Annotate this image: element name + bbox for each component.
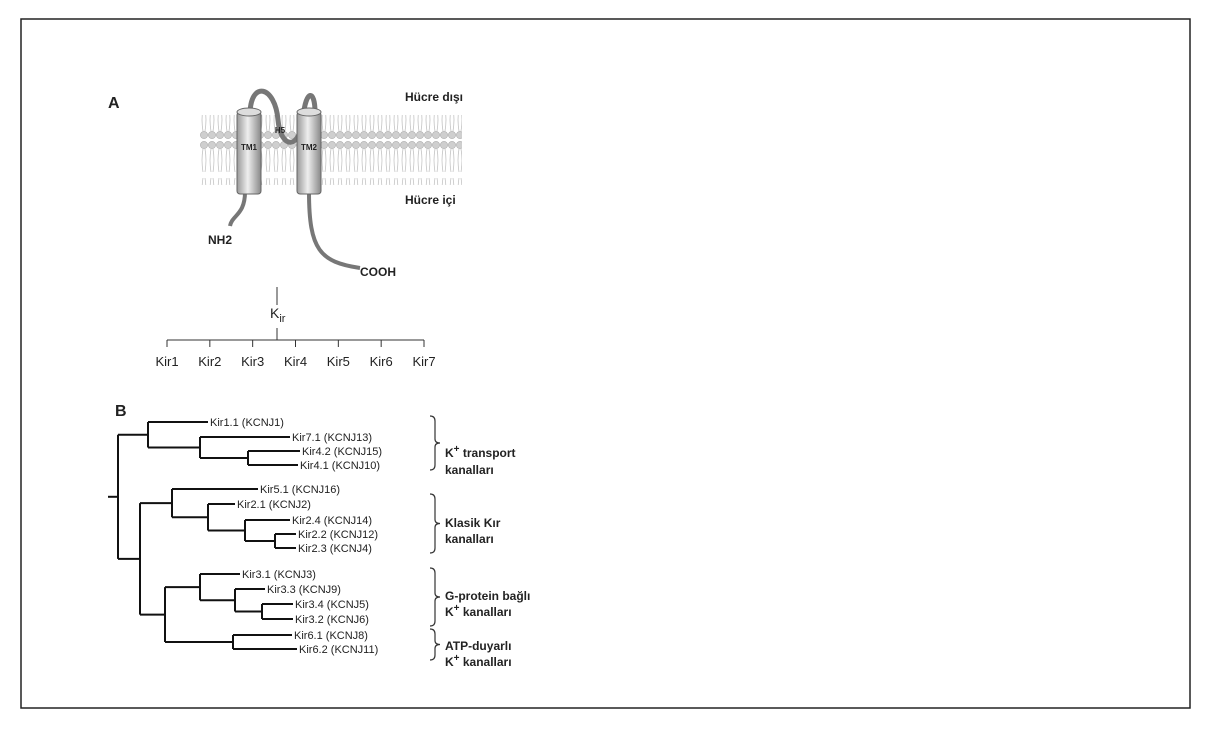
intracellular-label: Hücre içi bbox=[405, 193, 456, 207]
group-label-text: ATP-duyarlı bbox=[445, 639, 511, 653]
tree-branch bbox=[262, 604, 293, 619]
group-brace bbox=[430, 629, 440, 660]
tree-branch bbox=[233, 635, 297, 649]
panel-label: B bbox=[115, 403, 127, 420]
group-brace bbox=[430, 494, 440, 553]
family-member: Kir4 bbox=[284, 354, 307, 369]
group-label-text: K bbox=[445, 446, 454, 460]
family-member: Kir1 bbox=[155, 354, 178, 369]
leaf-label: Kir6.1 (KCNJ8) bbox=[294, 630, 368, 642]
group-brace bbox=[430, 416, 440, 470]
tm1-label: TM1 bbox=[241, 143, 258, 152]
group-label-tail: kanalları bbox=[460, 605, 512, 619]
family-member: Kir5 bbox=[327, 354, 350, 369]
tree-branch bbox=[245, 520, 290, 541]
pore-label: H5 bbox=[275, 126, 286, 135]
leaf-label: Kir6.2 (KCNJ11) bbox=[299, 644, 378, 656]
group-label-text: K bbox=[445, 605, 454, 619]
group-label-text: kanalları bbox=[445, 463, 494, 477]
tree-branch bbox=[118, 435, 148, 559]
leaf-label: Kir2.3 (KCNJ4) bbox=[298, 543, 372, 555]
tm1-helix bbox=[237, 112, 261, 194]
tm2-label: TM2 bbox=[301, 143, 318, 152]
helix-top bbox=[297, 108, 321, 116]
leaf-label: Kir3.1 (KCNJ3) bbox=[242, 569, 316, 581]
leaf-label: Kir2.2 (KCNJ12) bbox=[298, 529, 378, 541]
family-member: Kir3 bbox=[241, 354, 264, 369]
group-label-text: kanalları bbox=[445, 532, 494, 546]
group-label-text: G-protein bağlı bbox=[445, 589, 530, 603]
frame bbox=[21, 19, 1190, 708]
c-tail bbox=[309, 192, 360, 268]
leaf-label: Kir2.4 (KCNJ14) bbox=[292, 515, 372, 527]
panel-label: A bbox=[108, 95, 120, 112]
tree-branch bbox=[200, 437, 290, 458]
leaf-label: Kir2.1 (KCNJ2) bbox=[237, 499, 311, 511]
leaf-label: Kir3.2 (KCNJ6) bbox=[295, 614, 369, 626]
root-sub: ir bbox=[279, 313, 285, 325]
extracellular-label: Hücre dışı bbox=[405, 90, 463, 104]
tree-branch bbox=[275, 534, 296, 548]
dendrogram: Kir1.1 (KCNJ1) Kir7.1 (KCNJ13) Kir4.2 (KCN… bbox=[108, 416, 530, 669]
leaf-label: Kir3.4 (KCNJ5) bbox=[295, 599, 369, 611]
family-member: Kir6 bbox=[370, 354, 393, 369]
c-terminus-label: COOH bbox=[360, 265, 396, 279]
group-label-tail: transport bbox=[460, 446, 516, 460]
leaf-label: Kir4.1 (KCNJ10) bbox=[300, 460, 380, 472]
leaf-label: Kir1.1 (KCNJ1) bbox=[210, 417, 284, 429]
helix-top bbox=[237, 108, 261, 116]
group-label: ATP-duyarlı bbox=[445, 639, 511, 653]
group-label: K+ transport bbox=[445, 444, 516, 460]
group-label-text: Klasik Kır bbox=[445, 516, 501, 530]
n-tail bbox=[230, 192, 245, 226]
group-label: kanalları bbox=[445, 532, 494, 546]
group-label-tail: kanalları bbox=[460, 655, 512, 669]
group-label: K+ kanalları bbox=[445, 653, 512, 669]
group-label: kanalları bbox=[445, 463, 494, 477]
tree-branch bbox=[235, 589, 265, 612]
family-member: Kir2 bbox=[198, 354, 221, 369]
tree-branch bbox=[140, 503, 172, 614]
group-label: Klasik Kır bbox=[445, 516, 501, 530]
group-label: K+ kanalları bbox=[445, 603, 512, 619]
leaf-label: Kir4.2 (KCNJ15) bbox=[302, 446, 382, 458]
n-terminus-label: NH2 bbox=[208, 233, 232, 247]
tm2-helix bbox=[297, 112, 321, 194]
family-root: Kir bbox=[270, 305, 286, 325]
group-label: G-protein bağlı bbox=[445, 589, 530, 603]
figure: A TM1 TM2 H5 Hücre dışı Hücre içi NH2 CO… bbox=[0, 0, 1211, 728]
group-label-text: K bbox=[445, 655, 454, 669]
group-brace bbox=[430, 568, 440, 626]
leaf-label: Kir7.1 (KCNJ13) bbox=[292, 432, 372, 444]
tree-branch bbox=[248, 451, 300, 465]
leaf-label: Kir5.1 (KCNJ16) bbox=[260, 484, 340, 496]
family-member: Kir7 bbox=[412, 354, 435, 369]
leaf-label: Kir3.3 (KCNJ9) bbox=[267, 584, 341, 596]
